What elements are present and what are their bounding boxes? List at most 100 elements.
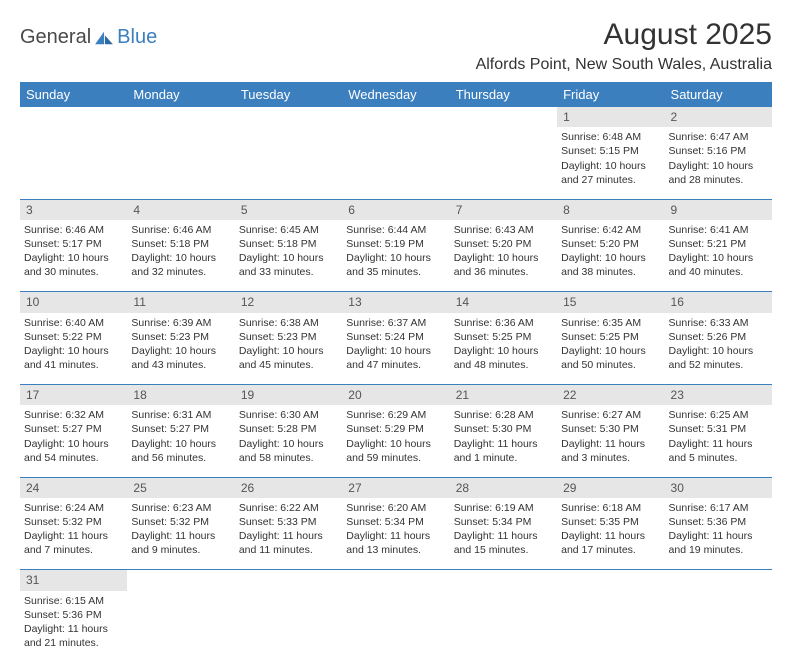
day-number-cell: 30 <box>665 477 772 498</box>
day-number-cell: 5 <box>235 199 342 220</box>
daylight-line: Daylight: 11 hours and 11 minutes. <box>239 529 338 557</box>
day-number-cell: 7 <box>450 199 557 220</box>
daylight-line: Daylight: 10 hours and 52 minutes. <box>669 344 768 372</box>
sunset-line: Sunset: 5:36 PM <box>24 608 123 622</box>
sunrise-line: Sunrise: 6:29 AM <box>346 408 445 422</box>
daylight-line: Daylight: 10 hours and 45 minutes. <box>239 344 338 372</box>
day-number-row: 10111213141516 <box>20 292 772 313</box>
day-details: Sunrise: 6:20 AMSunset: 5:34 PMDaylight:… <box>346 501 445 558</box>
sunrise-line: Sunrise: 6:33 AM <box>669 316 768 330</box>
day-details: Sunrise: 6:30 AMSunset: 5:28 PMDaylight:… <box>239 408 338 465</box>
day-cell: Sunrise: 6:32 AMSunset: 5:27 PMDaylight:… <box>20 405 127 477</box>
sunrise-line: Sunrise: 6:37 AM <box>346 316 445 330</box>
sunrise-line: Sunrise: 6:46 AM <box>24 223 123 237</box>
day-details: Sunrise: 6:27 AMSunset: 5:30 PMDaylight:… <box>561 408 660 465</box>
sunrise-line: Sunrise: 6:25 AM <box>669 408 768 422</box>
day-number-cell: 17 <box>20 385 127 406</box>
day-cell: Sunrise: 6:24 AMSunset: 5:32 PMDaylight:… <box>20 498 127 570</box>
day-cell <box>342 591 449 663</box>
day-number-cell <box>127 107 234 127</box>
day-number-cell: 11 <box>127 292 234 313</box>
day-number-cell <box>342 570 449 591</box>
day-number: 12 <box>241 295 254 309</box>
day-number-cell: 27 <box>342 477 449 498</box>
day-number: 2 <box>671 110 678 124</box>
day-cell <box>665 591 772 663</box>
day-cell: Sunrise: 6:35 AMSunset: 5:25 PMDaylight:… <box>557 313 664 385</box>
day-cell <box>127 127 234 199</box>
day-details: Sunrise: 6:22 AMSunset: 5:33 PMDaylight:… <box>239 501 338 558</box>
day-cell <box>557 591 664 663</box>
day-number: 14 <box>456 295 469 309</box>
sunrise-line: Sunrise: 6:43 AM <box>454 223 553 237</box>
daylight-line: Daylight: 10 hours and 38 minutes. <box>561 251 660 279</box>
day-number: 13 <box>348 295 361 309</box>
day-details: Sunrise: 6:48 AMSunset: 5:15 PMDaylight:… <box>561 130 660 187</box>
sunrise-line: Sunrise: 6:30 AM <box>239 408 338 422</box>
day-details: Sunrise: 6:44 AMSunset: 5:19 PMDaylight:… <box>346 223 445 280</box>
day-number: 28 <box>456 481 469 495</box>
day-number: 8 <box>563 203 570 217</box>
day-cell: Sunrise: 6:29 AMSunset: 5:29 PMDaylight:… <box>342 405 449 477</box>
sunset-line: Sunset: 5:17 PM <box>24 237 123 251</box>
day-number: 19 <box>241 388 254 402</box>
day-details: Sunrise: 6:31 AMSunset: 5:27 PMDaylight:… <box>131 408 230 465</box>
day-number-cell <box>20 107 127 127</box>
title-block: August 2025 Alfords Point, New South Wal… <box>476 18 772 74</box>
daylight-line: Daylight: 10 hours and 58 minutes. <box>239 437 338 465</box>
day-cell: Sunrise: 6:15 AMSunset: 5:36 PMDaylight:… <box>20 591 127 663</box>
day-cell: Sunrise: 6:46 AMSunset: 5:17 PMDaylight:… <box>20 220 127 292</box>
daylight-line: Daylight: 11 hours and 5 minutes. <box>669 437 768 465</box>
day-details: Sunrise: 6:33 AMSunset: 5:26 PMDaylight:… <box>669 316 768 373</box>
sunrise-line: Sunrise: 6:38 AM <box>239 316 338 330</box>
day-cell <box>235 127 342 199</box>
week-row: Sunrise: 6:15 AMSunset: 5:36 PMDaylight:… <box>20 591 772 663</box>
sunset-line: Sunset: 5:34 PM <box>454 515 553 529</box>
daylight-line: Daylight: 10 hours and 35 minutes. <box>346 251 445 279</box>
day-number: 23 <box>671 388 684 402</box>
day-number: 26 <box>241 481 254 495</box>
day-details: Sunrise: 6:43 AMSunset: 5:20 PMDaylight:… <box>454 223 553 280</box>
sunset-line: Sunset: 5:16 PM <box>669 144 768 158</box>
week-row: Sunrise: 6:46 AMSunset: 5:17 PM Daylight:… <box>20 220 772 292</box>
day-number-row: 17181920212223 <box>20 385 772 406</box>
day-cell: Sunrise: 6:23 AMSunset: 5:32 PMDaylight:… <box>127 498 234 570</box>
sunrise-line: Sunrise: 6:36 AM <box>454 316 553 330</box>
sunset-line: Sunset: 5:27 PM <box>24 422 123 436</box>
sunset-line: Sunset: 5:23 PM <box>131 330 230 344</box>
day-number: 24 <box>26 481 39 495</box>
sunset-line: Sunset: 5:18 PM <box>131 237 230 251</box>
sunrise-line: Sunrise: 6:45 AM <box>239 223 338 237</box>
day-number-cell: 25 <box>127 477 234 498</box>
sunrise-line: Sunrise: 6:22 AM <box>239 501 338 515</box>
day-number: 6 <box>348 203 355 217</box>
week-row: Sunrise: 6:32 AMSunset: 5:27 PMDaylight:… <box>20 405 772 477</box>
month-title: August 2025 <box>476 18 772 52</box>
day-number-cell <box>235 107 342 127</box>
weekday-header: Monday <box>127 82 234 107</box>
day-cell <box>450 591 557 663</box>
day-number: 25 <box>133 481 146 495</box>
sunset-line: Sunset: 5:20 PM <box>561 237 660 251</box>
sunset-line: Sunset: 5:35 PM <box>561 515 660 529</box>
day-cell: Sunrise: 6:25 AMSunset: 5:31 PMDaylight:… <box>665 405 772 477</box>
day-number-cell: 3 <box>20 199 127 220</box>
sunset-line: Sunset: 5:23 PM <box>239 330 338 344</box>
daylight-line: Daylight: 11 hours and 9 minutes. <box>131 529 230 557</box>
day-details: Sunrise: 6:29 AMSunset: 5:29 PMDaylight:… <box>346 408 445 465</box>
day-cell: Sunrise: 6:47 AMSunset: 5:16 PMDaylight:… <box>665 127 772 199</box>
day-details: Sunrise: 6:42 AMSunset: 5:20 PMDaylight:… <box>561 223 660 280</box>
day-cell: Sunrise: 6:45 AMSunset: 5:18 PMDaylight:… <box>235 220 342 292</box>
day-number-cell: 9 <box>665 199 772 220</box>
sunrise-line: Sunrise: 6:48 AM <box>561 130 660 144</box>
day-number-cell: 20 <box>342 385 449 406</box>
sunset-line: Sunset: 5:34 PM <box>346 515 445 529</box>
day-number: 11 <box>133 295 145 309</box>
day-number: 4 <box>133 203 140 217</box>
day-details: Sunrise: 6:41 AMSunset: 5:21 PMDaylight:… <box>669 223 768 280</box>
daylight-line: Daylight: 10 hours and 33 minutes. <box>239 251 338 279</box>
day-number-cell: 1 <box>557 107 664 127</box>
sunrise-line: Sunrise: 6:47 AM <box>669 130 768 144</box>
day-number: 9 <box>671 203 678 217</box>
sunrise-line: Sunrise: 6:18 AM <box>561 501 660 515</box>
